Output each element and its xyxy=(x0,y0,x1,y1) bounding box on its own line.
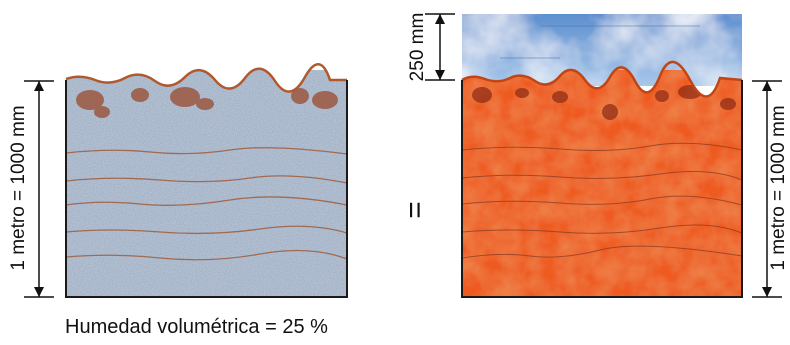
right-soil-outline xyxy=(461,80,743,298)
left-soil-surface xyxy=(65,63,347,93)
left-height-label: 1 metro = 1000 mm xyxy=(8,105,29,270)
left-caption: Humedad volumétrica = 25 % xyxy=(65,316,328,338)
water-depth-label: 250 mm xyxy=(407,13,428,82)
left-soil-outline xyxy=(65,80,348,298)
water-depth-dimension xyxy=(425,13,455,81)
right-soil-surface xyxy=(461,60,743,98)
right-height-dimension xyxy=(752,80,782,298)
left-soil-horizon-lines xyxy=(66,147,347,261)
water-layer xyxy=(462,14,742,86)
right-soil-block xyxy=(461,60,743,298)
right-soil-horizon-lines xyxy=(462,142,742,259)
right-soil-fill xyxy=(462,70,742,297)
left-height-dimension xyxy=(24,80,54,298)
right-height-label: 1 metro = 1000 mm xyxy=(768,105,789,270)
left-surface-organic-matter xyxy=(76,87,338,118)
left-soil-block xyxy=(65,63,348,298)
equals-sign: = xyxy=(398,201,431,219)
water-fill xyxy=(462,14,742,86)
